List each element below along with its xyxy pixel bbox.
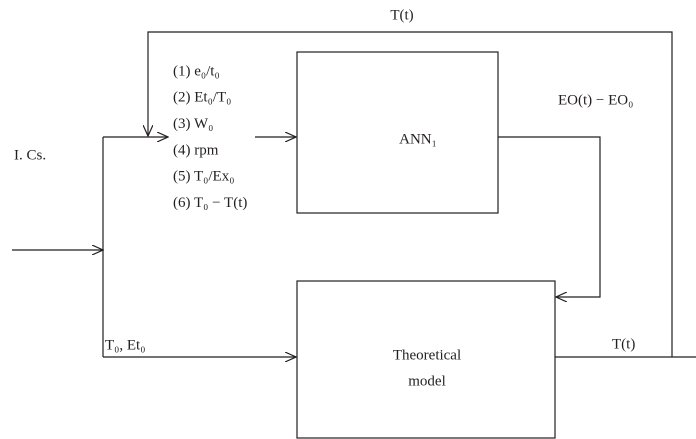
ic-label: I. Cs. (14, 147, 46, 163)
model-output-label: T(t) (612, 336, 635, 352)
ann-inputs: (1) e₀/t₀ (2) Et₀/T₀ (3) W₀ (4) rpm (5) T₀/E… (173, 63, 247, 211)
model-label: model (408, 373, 446, 389)
ann-input-label: (3) W₀ (173, 116, 213, 132)
ann-input-label: (2) Et₀/T₀ (173, 90, 231, 106)
ann-input-label: (1) e₀/t₀ (173, 63, 220, 79)
ann-input-label: (4) rpm (173, 142, 219, 158)
ann-input-label: (6) T₀ − T(t) (173, 195, 247, 211)
theoretical-box (296, 280, 556, 439)
feedback-arrow (148, 31, 673, 357)
model-input-label: T₀, Et₀ (105, 337, 145, 353)
ann-output-label: EO(t) − EO₀ (558, 92, 633, 108)
feedback-label: T(t) (390, 7, 413, 23)
model-label: Theoretical (393, 347, 461, 363)
ann-input-label: (5) T₀/Ex₀ (173, 169, 234, 185)
ann-box (296, 51, 499, 214)
ann-output-arrow (498, 136, 601, 297)
ann-label: ANN₁ (399, 131, 437, 147)
